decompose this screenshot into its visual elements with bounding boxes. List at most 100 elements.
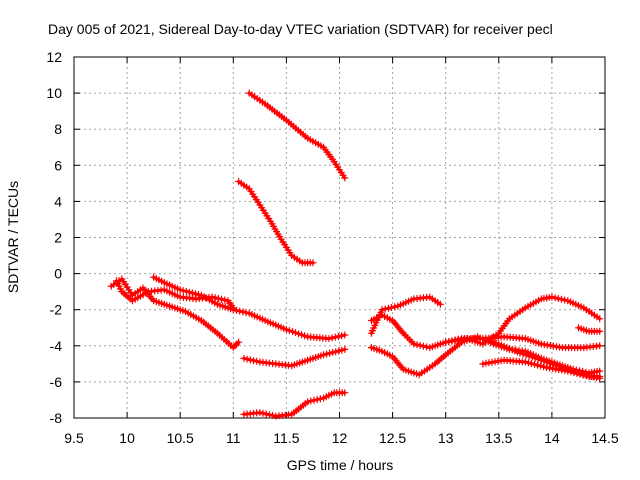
- data-point: [240, 354, 248, 362]
- axis-ticks: [73, 56, 606, 419]
- data-point: [570, 369, 578, 377]
- data-point: [413, 341, 421, 349]
- data-point: [567, 368, 575, 376]
- y-tick-label: 8: [54, 121, 62, 137]
- series-trace: [152, 275, 347, 341]
- data-point: [242, 309, 250, 317]
- data-point: [332, 348, 340, 356]
- data-point: [289, 328, 296, 336]
- data-point: [325, 335, 333, 343]
- data-point: [185, 288, 193, 296]
- data-point: [253, 357, 261, 365]
- data-point: [338, 332, 346, 340]
- data-point: [218, 295, 226, 303]
- data-point: [194, 291, 202, 298]
- data-point: [419, 342, 427, 350]
- data-point: [298, 331, 306, 339]
- series-arc-7: [240, 389, 349, 420]
- grid: [74, 57, 605, 418]
- data-point: [256, 409, 264, 417]
- data-point: [554, 295, 562, 302]
- x-tick-label: 13.5: [485, 430, 512, 446]
- data-point: [341, 389, 349, 397]
- series-arc-12: [479, 333, 604, 352]
- x-tick-label: 12: [332, 430, 348, 446]
- data-point: [384, 304, 392, 312]
- data-point: [221, 296, 229, 304]
- data-point: [246, 356, 254, 364]
- data-point: [531, 360, 538, 368]
- y-tick-label: 2: [54, 230, 62, 246]
- data-point: [282, 326, 290, 334]
- data-point: [301, 332, 309, 340]
- series-arc-4: [113, 277, 237, 312]
- series-arc-3: [107, 275, 243, 352]
- data-point: [295, 330, 302, 338]
- data-point: [307, 397, 315, 405]
- data-point: [540, 363, 548, 371]
- data-point: [579, 371, 587, 379]
- data-point: [304, 398, 312, 406]
- data-point: [335, 347, 343, 355]
- y-tick-label: -2: [50, 302, 63, 318]
- data-point: [331, 333, 339, 341]
- data-point: [328, 334, 336, 342]
- x-tick-label: 9.5: [64, 430, 84, 446]
- series-arc-5: [150, 273, 349, 343]
- y-tick-label: 10: [46, 85, 62, 101]
- data-point: [548, 293, 556, 301]
- x-tick-label: 11: [226, 430, 241, 446]
- data-point: [416, 341, 424, 349]
- data-point: [326, 349, 334, 357]
- data-point: [309, 259, 317, 267]
- data-point: [561, 296, 569, 304]
- data-point: [391, 303, 399, 311]
- y-axis-title: SDTVAR / TECUs: [5, 181, 21, 293]
- x-tick-label: 13: [438, 430, 454, 446]
- data-point: [388, 304, 395, 311]
- data-point: [323, 350, 331, 358]
- data-point: [229, 306, 237, 314]
- data-point: [236, 307, 244, 315]
- y-tick-label: 0: [54, 266, 62, 282]
- x-tick-label: 14.5: [591, 430, 618, 446]
- data-point: [596, 327, 604, 335]
- data-point: [233, 306, 240, 314]
- data-point: [534, 361, 541, 369]
- x-tick-label: 14: [544, 430, 560, 446]
- y-tick-label: 6: [54, 157, 62, 173]
- y-tick-labels: -8 -6 -4 -2 0 2 4 6 8 10 12: [46, 49, 62, 426]
- data-point: [582, 372, 590, 380]
- data-point: [338, 346, 346, 354]
- series-group: [107, 89, 604, 420]
- data-point: [265, 411, 273, 419]
- data-point: [564, 367, 572, 375]
- data-point: [573, 369, 581, 377]
- data-point: [551, 294, 559, 302]
- data-point: [527, 360, 535, 368]
- data-point: [320, 351, 328, 359]
- data-point: [334, 332, 342, 340]
- data-point: [310, 396, 318, 404]
- data-point: [596, 342, 604, 350]
- data-point: [596, 373, 604, 380]
- series-arc-11: [442, 293, 604, 348]
- y-tick-label: 12: [46, 49, 62, 65]
- y-tick-label: -8: [50, 410, 63, 426]
- data-point: [239, 308, 247, 316]
- data-point: [313, 396, 321, 404]
- y-tick-label: 4: [54, 193, 62, 209]
- data-point: [436, 300, 444, 308]
- data-point: [341, 331, 349, 339]
- data-point: [410, 340, 418, 348]
- data-point: [381, 305, 389, 313]
- data-point: [243, 355, 251, 363]
- x-axis-title: GPS time / hours: [287, 457, 394, 473]
- y-tick-label: -6: [50, 374, 63, 390]
- data-point: [521, 358, 529, 366]
- data-point: [262, 410, 270, 418]
- data-point: [558, 295, 565, 303]
- series-arc-14: [575, 324, 604, 335]
- data-point: [269, 412, 277, 419]
